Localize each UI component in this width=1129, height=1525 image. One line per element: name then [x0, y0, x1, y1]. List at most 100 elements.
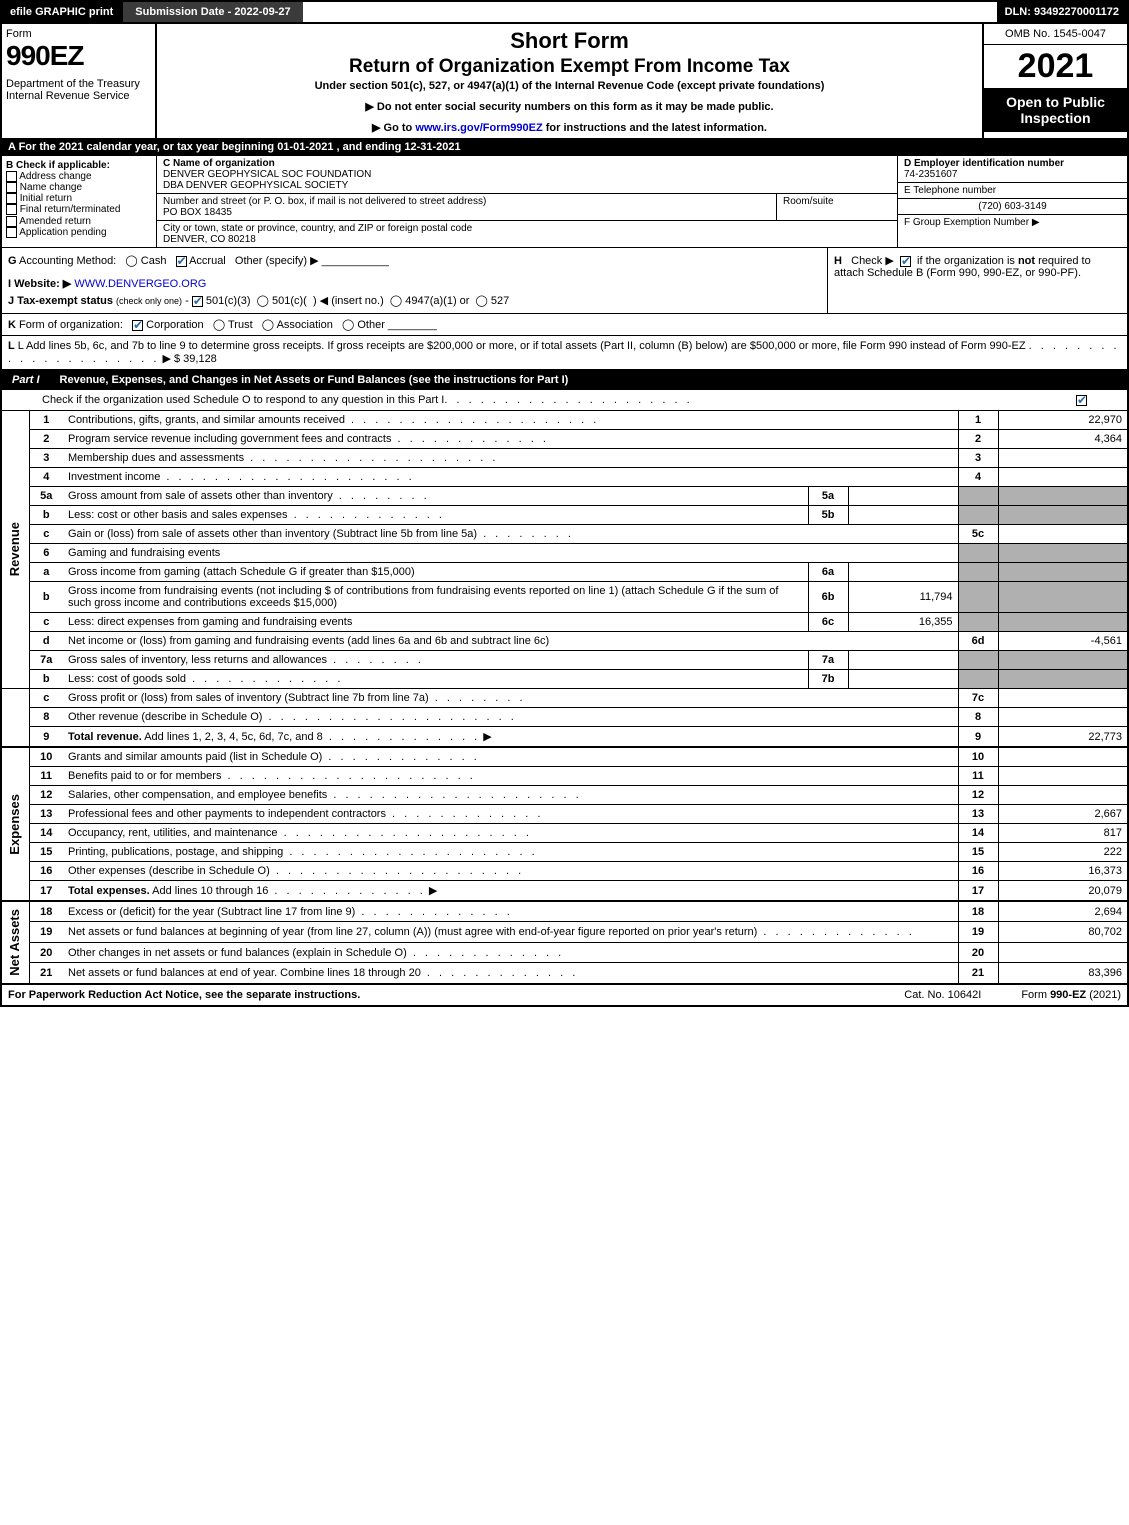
line-6a-desc: Gross income from gaming (attach Schedul…	[63, 563, 808, 582]
line-12-rn: 12	[958, 786, 998, 805]
line-17-num: 17	[29, 881, 63, 902]
b-opt-initial[interactable]: Initial return	[6, 193, 152, 204]
line-4-rn: 4	[958, 468, 998, 487]
line-6b-num: b	[29, 582, 63, 613]
k-form-org: K Form of organization: Corporation ◯ Tr…	[0, 313, 1129, 335]
line-13-desc: Professional fees and other payments to …	[68, 808, 386, 820]
line-3-val	[998, 449, 1128, 468]
line-12-val	[998, 786, 1128, 805]
city-label: City or town, state or province, country…	[163, 223, 472, 234]
line-16-val: 16,373	[998, 862, 1128, 881]
line-7b-num: b	[29, 670, 63, 689]
line-13-rn: 13	[958, 805, 998, 824]
line-6d-num: d	[29, 632, 63, 651]
line-17-val: 20,079	[998, 881, 1128, 902]
line-11-desc: Benefits paid to or for members	[68, 770, 221, 782]
b-opt-final[interactable]: Final return/terminated	[6, 204, 152, 215]
line-6a-sn: 6a	[808, 563, 848, 582]
line-5c-num: c	[29, 525, 63, 544]
line-14-num: 14	[29, 824, 63, 843]
part-i-label: Part I	[2, 370, 50, 390]
line-3-num: 3	[29, 449, 63, 468]
submission-date-tab[interactable]: Submission Date - 2022-09-27	[121, 2, 302, 22]
line-10-num: 10	[29, 747, 63, 767]
lines-table: Revenue 1 Contributions, gifts, grants, …	[0, 410, 1129, 983]
line-6b-desc: Gross income from fundraising events (no…	[63, 582, 808, 613]
line-6b-sn: 6b	[808, 582, 848, 613]
line-11-val	[998, 767, 1128, 786]
dept-label: Department of the Treasury Internal Reve…	[6, 78, 151, 102]
line-13-val: 2,667	[998, 805, 1128, 824]
line-2-val: 4,364	[998, 430, 1128, 449]
line-7c-rn: 7c	[958, 689, 998, 708]
line-5b-desc: Less: cost or other basis and sales expe…	[68, 509, 288, 521]
line-6d-val: -4,561	[998, 632, 1128, 651]
form-number: 990EZ	[6, 40, 151, 72]
website-link[interactable]: WWW.DENVERGEO.ORG	[74, 278, 206, 290]
part-i-checkbox[interactable]	[1076, 395, 1087, 406]
line-18-num: 18	[29, 901, 63, 922]
line-19-desc: Net assets or fund balances at beginning…	[68, 926, 757, 938]
h-schedule-b: H Check ▶ if the organization is not req…	[827, 248, 1127, 313]
line-11-num: 11	[29, 767, 63, 786]
omb-number: OMB No. 1545-0047	[984, 24, 1127, 45]
line-5a-sv	[848, 487, 958, 506]
line-8-rn: 8	[958, 708, 998, 727]
open-to-public-badge: Open to Public Inspection	[984, 88, 1127, 132]
line-4-num: 4	[29, 468, 63, 487]
subtitle: Under section 501(c), 527, or 4947(a)(1)…	[163, 80, 976, 92]
line-21-desc: Net assets or fund balances at end of ye…	[68, 967, 421, 979]
street-label: Number and street (or P. O. box, if mail…	[163, 196, 486, 207]
l-value: ▶ $ 39,128	[162, 353, 216, 365]
line-7a-desc: Gross sales of inventory, less returns a…	[68, 654, 327, 666]
line-14-desc: Occupancy, rent, utilities, and maintena…	[68, 827, 278, 839]
line-3-desc: Membership dues and assessments	[68, 452, 244, 464]
line-19-num: 19	[29, 922, 63, 942]
line-3-rn: 3	[958, 449, 998, 468]
line-21-rn: 21	[958, 963, 998, 983]
b-opt-name[interactable]: Name change	[6, 182, 152, 193]
line-6d-desc: Net income or (loss) from gaming and fun…	[63, 632, 958, 651]
line-7a-sn: 7a	[808, 651, 848, 670]
line-17-desc: Add lines 10 through 16	[152, 885, 268, 897]
line-7b-desc: Less: cost of goods sold	[68, 673, 186, 685]
line-12-desc: Salaries, other compensation, and employ…	[68, 789, 327, 801]
line-1-rn: 1	[958, 411, 998, 430]
line-15-rn: 15	[958, 843, 998, 862]
room-suite-label: Room/suite	[777, 194, 897, 220]
line-17-rn: 17	[958, 881, 998, 902]
d-ein-value: 74-2351607	[904, 169, 957, 180]
line-9-rn: 9	[958, 727, 998, 748]
irs-link[interactable]: www.irs.gov/Form990EZ	[415, 122, 542, 134]
revenue-label: Revenue	[7, 518, 22, 580]
g-accounting: G Accounting Method: ◯ Cash Accrual Othe…	[8, 254, 821, 267]
line-20-rn: 20	[958, 942, 998, 962]
line-5a-grey	[958, 487, 998, 506]
line-8-num: 8	[29, 708, 63, 727]
line-20-num: 20	[29, 942, 63, 962]
line-7a-sv	[848, 651, 958, 670]
j-tax-exempt: J Tax-exempt status (check only one) - 5…	[8, 294, 821, 307]
line-1-desc: Contributions, gifts, grants, and simila…	[68, 414, 345, 426]
line-5c-rn: 5c	[958, 525, 998, 544]
line-6c-desc: Less: direct expenses from gaming and fu…	[63, 613, 808, 632]
line-5b-num: b	[29, 506, 63, 525]
line-6c-sn: 6c	[808, 613, 848, 632]
line-7c-num: c	[29, 689, 63, 708]
line-9-val: 22,773	[998, 727, 1128, 748]
line-7b-sv	[848, 670, 958, 689]
line-2-rn: 2	[958, 430, 998, 449]
line-5b-sv	[848, 506, 958, 525]
l-gross-receipts: L L Add lines 5b, 6c, and 7b to line 9 t…	[0, 335, 1129, 369]
b-opt-pending[interactable]: Application pending	[6, 227, 152, 238]
b-opt-address[interactable]: Address change	[6, 171, 152, 182]
part-i-bar: Part I Revenue, Expenses, and Changes in…	[0, 369, 1129, 390]
line-19-rn: 19	[958, 922, 998, 942]
b-label: B Check if applicable:	[6, 160, 152, 171]
expenses-label: Expenses	[7, 790, 22, 859]
line-6-desc: Gaming and fundraising events	[63, 544, 958, 563]
efile-tab[interactable]: efile GRAPHIC print	[2, 2, 121, 22]
line-10-val	[998, 747, 1128, 767]
note-ssn: ▶ Do not enter social security numbers o…	[163, 100, 976, 113]
b-opt-amended[interactable]: Amended return	[6, 216, 152, 227]
